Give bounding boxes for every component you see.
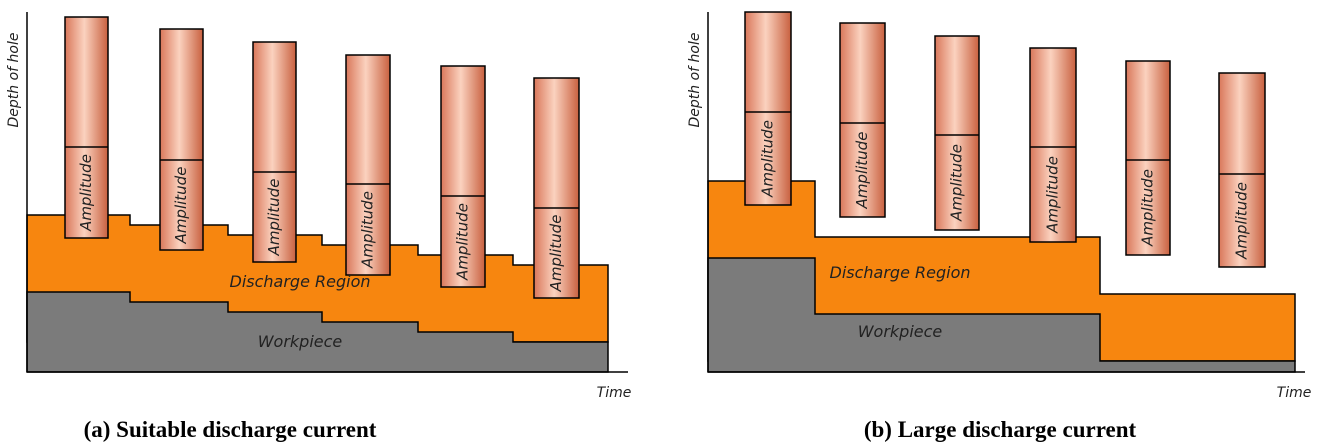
amplitude-label: Amplitude [454, 203, 472, 281]
x-axis-label: Time [597, 385, 632, 401]
region-label: Discharge Region [830, 263, 971, 282]
region-label: Discharge Region [230, 272, 371, 291]
amplitude-label: Amplitude [265, 179, 283, 257]
y-axis-label: Depth of hole [687, 33, 703, 128]
amplitude-label: Amplitude [547, 215, 565, 293]
amplitude-label: Amplitude [77, 154, 95, 232]
amplitude-label: Amplitude [853, 132, 871, 210]
amplitude-label: Amplitude [948, 144, 966, 222]
amplitude-label: Amplitude [1044, 156, 1062, 234]
amplitude-label: Amplitude [1233, 182, 1251, 260]
amplitude-label: Amplitude [1139, 169, 1157, 247]
amplitude-label: Amplitude [172, 167, 190, 245]
y-axis-label: Depth of hole [6, 33, 22, 128]
workpiece-label: Workpiece [858, 322, 943, 341]
x-axis-label: Time [1277, 385, 1312, 401]
workpiece-label: Workpiece [258, 332, 343, 351]
amplitude-label: Amplitude [759, 120, 777, 198]
figure: Amplitude Amplitude Amplitude Amplitude Ampl… [0, 0, 1332, 448]
caption: (a) Suitable discharge current [84, 417, 377, 442]
caption: (b) Large discharge current [864, 417, 1137, 442]
amplitude-label: Amplitude [359, 191, 377, 269]
